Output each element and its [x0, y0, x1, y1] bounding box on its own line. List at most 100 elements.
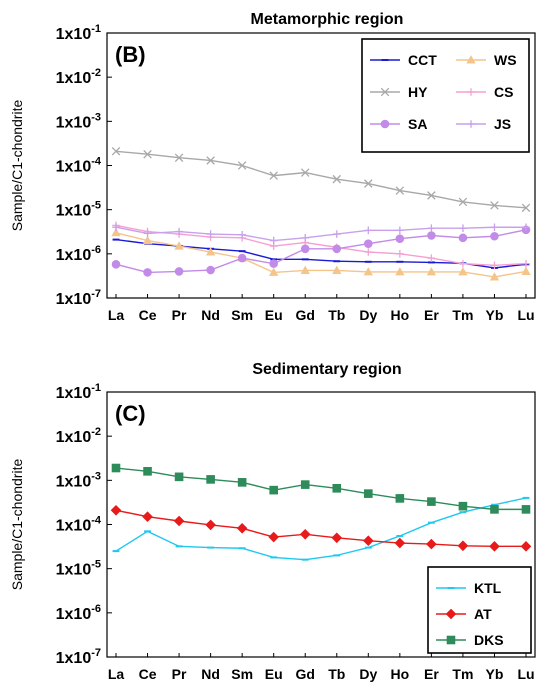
x-tick-label-er: Er: [424, 307, 439, 323]
data-point-js: [459, 224, 467, 233]
y-tick-label: 1x10-4: [56, 515, 102, 535]
data-point-js: [522, 223, 530, 232]
y-tick-label: 1x10-5: [56, 200, 101, 220]
x-tick-label-la: La: [108, 307, 125, 323]
legend-marker-cs: [467, 88, 475, 96]
legend-marker-js: [467, 120, 475, 128]
data-point-hy: [521, 203, 531, 213]
x-tick-label-tb: Tb: [328, 307, 345, 323]
data-point-at: [268, 531, 279, 543]
legend: CCT WS HY CS SA JS: [361, 38, 530, 153]
data-point-at: [173, 515, 185, 527]
data-point-dks: [237, 478, 247, 487]
data-point-cs: [459, 259, 467, 268]
data-point-at: [142, 511, 153, 523]
data-point-at: [236, 522, 248, 534]
y-tick-label: 1x10-4: [56, 156, 102, 176]
x-tick-label-eu: Eu: [265, 666, 283, 682]
data-point-dks: [395, 494, 405, 503]
x-tick-label-eu: Eu: [265, 307, 283, 323]
data-point-at: [363, 535, 374, 546]
chart-title: Sedimentary region: [252, 361, 401, 378]
data-point-hy: [143, 149, 152, 159]
x-tick-label-lu: Lu: [517, 666, 534, 682]
legend-marker-ws: [466, 55, 476, 64]
panel-label: (C): [115, 401, 146, 426]
data-point-sa: [111, 259, 121, 269]
series-ktl: [112, 496, 530, 561]
data-point-sa: [174, 267, 184, 276]
legend-label-at: AT: [474, 606, 492, 622]
data-point-dks: [206, 475, 215, 484]
x-tick-label-nd: Nd: [201, 307, 220, 323]
series-line-cs: [115, 224, 527, 267]
data-point-js: [332, 230, 341, 238]
data-point-sa: [300, 244, 310, 254]
legend-label-cct: CCT: [408, 52, 437, 68]
data-point-at: [426, 538, 437, 550]
data-point-sa: [364, 239, 373, 248]
y-tick-label: 1x10-5: [56, 559, 101, 579]
x-tick-label-sm: Sm: [231, 666, 253, 682]
data-point-dks: [174, 472, 184, 482]
data-point-hy: [111, 147, 121, 156]
data-point-ws: [142, 235, 153, 245]
chart-sedimentary: Sedimentary region (C) Sample/C1-chondrite…: [9, 361, 536, 682]
x-tick-label-tm: Tm: [452, 666, 473, 682]
data-point-cs: [364, 248, 373, 256]
x-tick-label-yb: Yb: [486, 666, 504, 682]
data-point-dks: [269, 485, 278, 495]
series-line-ktl: [115, 497, 527, 561]
x-tick-label-gd: Gd: [296, 666, 315, 682]
y-tick-label: 1x10-6: [56, 603, 101, 623]
legend-label-dks: DKS: [474, 632, 504, 648]
data-point-dks: [111, 463, 121, 473]
series-line-at: [115, 509, 526, 548]
x-tick-label-dy: Dy: [359, 666, 377, 682]
data-point-js: [364, 226, 373, 235]
data-point-dks: [143, 467, 152, 476]
data-point-cs: [396, 250, 404, 258]
data-point-sa: [206, 265, 215, 275]
data-point-at: [110, 504, 122, 516]
data-point-dks: [458, 501, 468, 511]
data-point-hy: [490, 201, 499, 210]
y-tick-label: 1x10-2: [56, 67, 101, 87]
data-point-js: [396, 226, 404, 235]
data-point-ws: [111, 227, 121, 237]
x-tick-label-er: Er: [424, 666, 439, 682]
data-point-ws: [521, 266, 531, 275]
legend-marker-hy: [380, 87, 390, 97]
data-point-js: [175, 227, 183, 236]
y-axis-label: Sample/C1-chondrite: [9, 459, 25, 591]
data-point-js: [238, 230, 246, 239]
series-line-ws: [115, 232, 527, 278]
x-tick-label-ce: Ce: [139, 666, 157, 682]
data-point-ws: [300, 265, 310, 275]
legend-box: [361, 38, 530, 153]
series-line-js: [115, 226, 526, 242]
data-point-ws: [395, 267, 405, 276]
x-tick-label-ho: Ho: [391, 307, 410, 323]
y-tick-label: 1x10-1: [56, 382, 101, 402]
legend-label-ktl: KTL: [474, 580, 502, 596]
data-point-cs: [427, 254, 436, 262]
x-tick-label-nd: Nd: [201, 666, 220, 682]
y-tick-label: 1x10-7: [56, 647, 101, 667]
x-tick-label-yb: Yb: [486, 307, 504, 323]
series-at: [110, 504, 532, 552]
data-point-hy: [395, 186, 405, 195]
data-point-hy: [364, 179, 373, 188]
data-point-sa: [395, 234, 405, 244]
data-point-js: [301, 234, 310, 242]
legend-marker-at: [445, 608, 457, 620]
y-tick-label: 1x10-6: [56, 244, 101, 264]
data-point-hy: [206, 156, 215, 165]
x-tick-label-lu: Lu: [517, 307, 534, 323]
data-point-dks: [490, 505, 499, 514]
data-point-hy: [237, 161, 247, 170]
series-dks: [111, 463, 531, 514]
legend-marker-sa: [380, 119, 390, 129]
data-point-js: [112, 223, 120, 232]
